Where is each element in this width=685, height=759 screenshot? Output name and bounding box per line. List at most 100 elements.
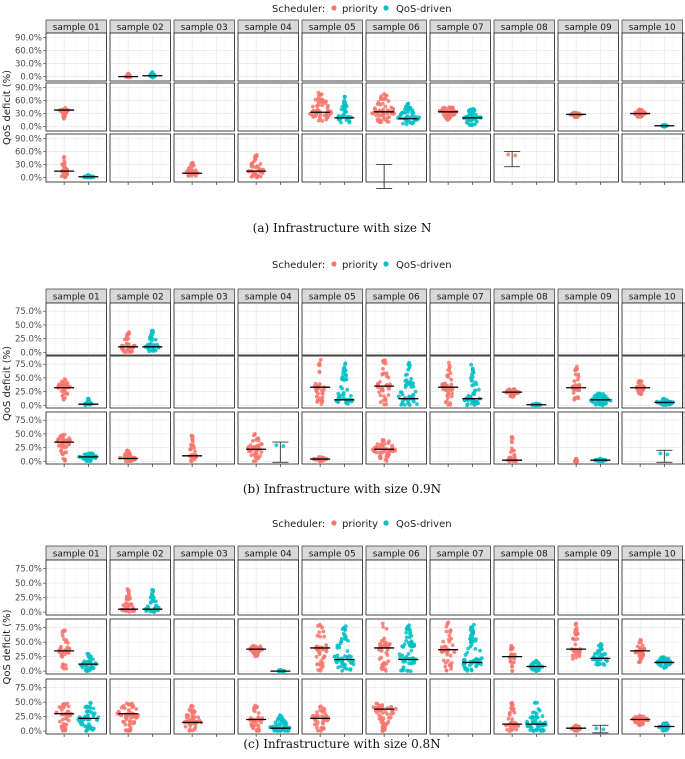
chart-panel-1: Scheduler: priority QoS-driven QoS deficit …: [2, 4, 685, 235]
data-point: [533, 660, 538, 665]
facet-border: [557, 559, 619, 616]
legend-label-priority: priority: [342, 519, 378, 530]
data-point: [61, 723, 66, 728]
data-point: [412, 644, 417, 648]
data-point: [134, 707, 139, 711]
data-point: [60, 452, 65, 457]
data-point: [62, 158, 66, 163]
y-tick-label: 60.0%: [15, 96, 42, 106]
data-point: [509, 450, 513, 454]
data-point: [91, 666, 96, 671]
y-tick-label: 30.0%: [15, 60, 42, 70]
data-point: [378, 455, 382, 460]
data-point: [274, 443, 279, 448]
data-point: [127, 723, 132, 728]
data-point: [188, 447, 193, 452]
data-point: [572, 396, 577, 400]
data-point: [535, 727, 539, 732]
data-point: [379, 648, 384, 653]
data-point: [314, 112, 318, 117]
data-point: [408, 630, 413, 634]
data-point: [396, 394, 401, 399]
data-point: [57, 705, 62, 709]
data-point: [534, 711, 539, 716]
data-point: [658, 451, 663, 456]
data-point: [408, 669, 413, 673]
data-point: [190, 712, 195, 716]
data-point: [61, 728, 65, 732]
data-point: [283, 721, 287, 725]
data-point: [384, 661, 389, 666]
data-point: [126, 350, 130, 354]
data-point: [339, 664, 343, 669]
facet-border: [429, 82, 491, 132]
data-point: [377, 716, 382, 721]
data-point: [316, 662, 320, 666]
data-point: [469, 642, 474, 647]
data-point: [124, 594, 129, 599]
legend: Scheduler: priority QoS-driven: [272, 4, 452, 15]
data-point: [319, 402, 324, 406]
data-point: [193, 725, 198, 729]
data-point: [148, 600, 153, 605]
y-tick-label: 25.0%: [15, 594, 42, 604]
data-point: [571, 649, 576, 653]
data-point: [252, 650, 256, 655]
data-point: [400, 399, 405, 403]
facet-border: [45, 302, 107, 356]
data-point: [510, 436, 515, 441]
facet-border: [301, 559, 363, 616]
data-point: [66, 641, 70, 645]
data-point: [409, 648, 414, 653]
data-point: [278, 723, 283, 728]
data-point: [60, 633, 65, 638]
data-point: [402, 642, 407, 647]
data-point: [373, 107, 378, 112]
data-point: [389, 705, 394, 709]
data-point: [64, 391, 69, 396]
data-point: [184, 716, 189, 720]
data-point: [405, 668, 409, 673]
data-point: [574, 628, 579, 632]
data-point: [343, 377, 348, 381]
data-point: [130, 349, 135, 354]
data-point: [313, 713, 318, 718]
data-point: [637, 381, 642, 386]
data-point: [439, 645, 444, 650]
data-point: [386, 393, 391, 397]
y-tick-label: 50.0%: [15, 374, 42, 384]
facet-border: [45, 133, 107, 183]
y-tick-label: 60.0%: [15, 46, 42, 56]
data-point: [273, 720, 278, 725]
data-point: [407, 364, 412, 368]
data-point: [577, 652, 582, 657]
data-point: [541, 722, 546, 727]
data-point: [577, 388, 582, 393]
data-point: [386, 644, 390, 649]
data-point: [448, 402, 453, 407]
data-point: [63, 378, 68, 383]
data-point: [534, 714, 539, 719]
data-point: [83, 705, 88, 709]
data-point: [379, 94, 384, 98]
data-point: [439, 649, 444, 654]
data-point: [408, 643, 413, 648]
data-point: [465, 650, 470, 655]
facet-strip-label: sample 10: [629, 293, 676, 303]
legend: Scheduler: priority QoS-driven: [272, 519, 452, 530]
data-point: [513, 153, 518, 158]
facet-border: [109, 678, 171, 735]
data-point: [383, 104, 388, 109]
data-point: [312, 722, 317, 727]
data-point: [399, 403, 404, 407]
data-point: [446, 393, 450, 397]
facet-strip-label: sample 06: [373, 293, 420, 303]
data-point: [147, 349, 152, 354]
data-point: [511, 706, 516, 711]
facet-border: [365, 32, 427, 82]
data-point: [316, 391, 320, 396]
data-point: [468, 637, 473, 642]
data-point: [596, 402, 601, 406]
data-point: [349, 660, 353, 665]
data-point: [149, 329, 154, 334]
